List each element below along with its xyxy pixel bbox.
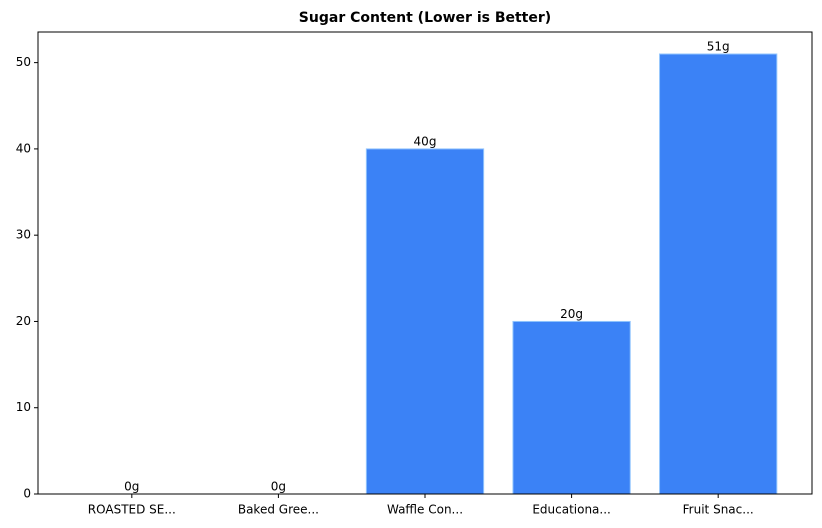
value-label: 0g	[271, 480, 286, 494]
plot-frame	[37, 31, 813, 495]
x-tick-label: ROASTED SE...	[88, 503, 176, 517]
bar	[659, 53, 778, 495]
y-tick-label: 10	[16, 400, 31, 414]
bar	[512, 320, 631, 495]
y-tick-label: 30	[16, 228, 31, 242]
value-label: 0g	[124, 480, 139, 494]
y-tick-label: 20	[16, 314, 31, 328]
value-label: 51g	[707, 40, 730, 54]
x-tick-label: Educationa...	[532, 503, 611, 517]
y-tick-label: 50	[16, 55, 31, 69]
y-tick-label: 0	[23, 487, 31, 501]
bar	[365, 148, 485, 495]
chart-title: Sugar Content (Lower is Better)	[299, 10, 551, 26]
x-tick-label: Fruit Snac...	[683, 503, 754, 517]
x-tick-label: Waffle Con...	[387, 503, 463, 517]
x-tick-label: Baked Gree...	[238, 503, 319, 517]
value-label: 20g	[560, 307, 583, 321]
y-tick-label: 40	[16, 141, 31, 155]
value-label: 40g	[414, 134, 437, 148]
